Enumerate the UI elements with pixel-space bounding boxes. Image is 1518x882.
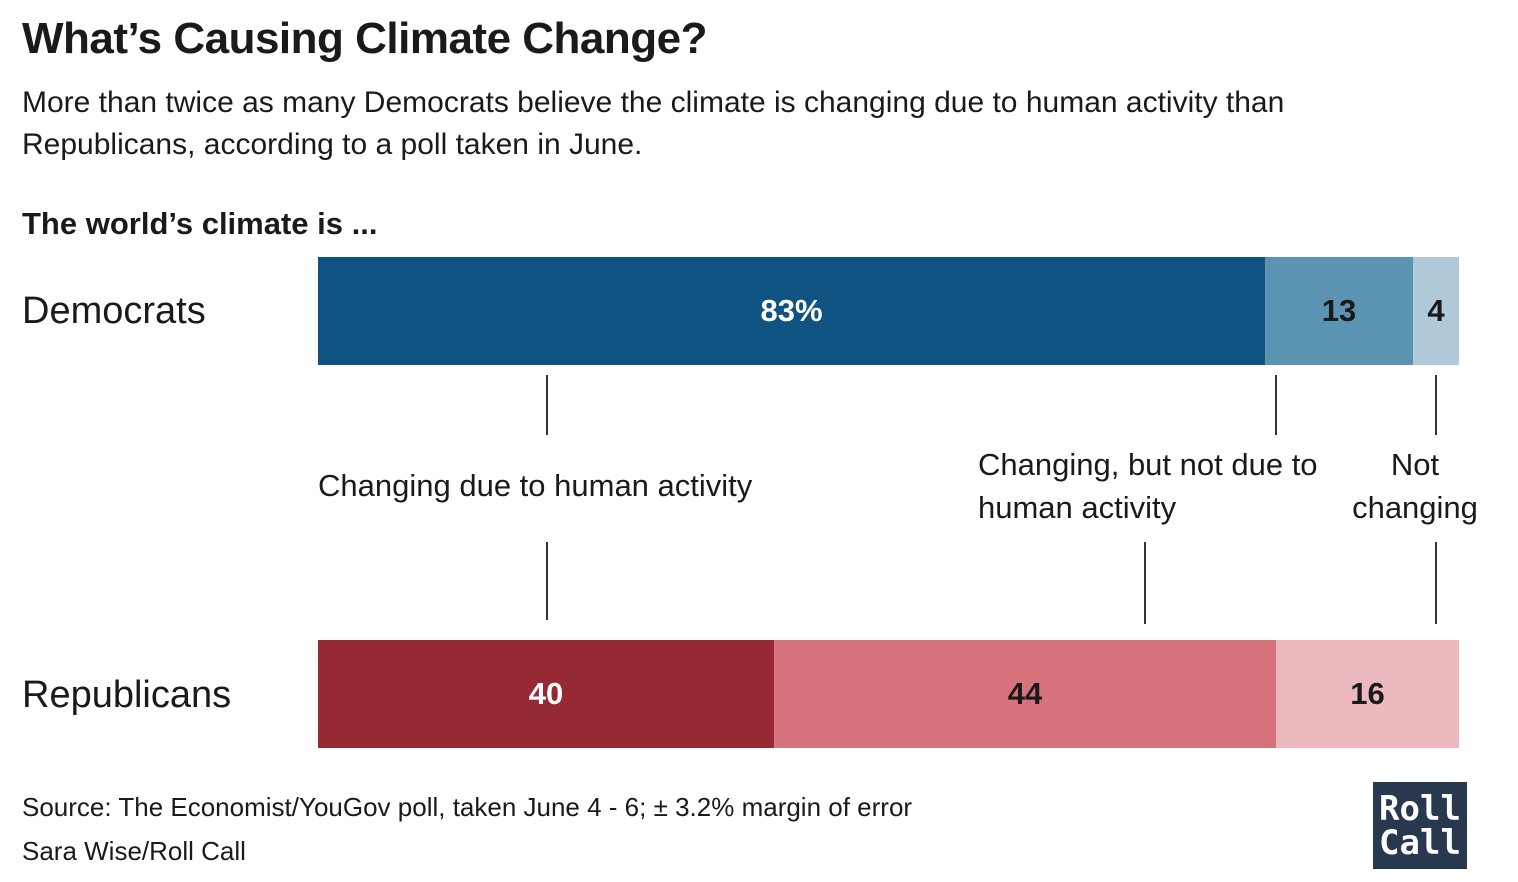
category-label-notdue: Changing, but not due to human activity xyxy=(978,447,1318,525)
chart-title: What’s Causing Climate Change? xyxy=(22,14,708,63)
data-label: 4 xyxy=(1427,293,1445,328)
bar-segment-republicans-2: 16 xyxy=(1276,640,1459,748)
logo-line-2: Call xyxy=(1379,822,1461,863)
tick-human-top xyxy=(546,375,548,435)
category-label-notchanging: Not changing xyxy=(1352,447,1478,525)
tick-notchanging-top xyxy=(1435,375,1437,435)
credit-line: Sara Wise/Roll Call xyxy=(22,836,246,866)
source-note: Source: The Economist/YouGov poll, taken… xyxy=(22,792,913,822)
tick-notdue-top xyxy=(1275,375,1277,435)
chart-subtitle: More than twice as many Democrats believ… xyxy=(22,86,1285,161)
bar-segment-democrats-0: 83% xyxy=(318,257,1265,365)
data-label: 16 xyxy=(1350,676,1385,711)
tick-notdue-bottom xyxy=(1144,542,1146,624)
data-label: 44 xyxy=(1007,676,1043,711)
bar-segment-republicans-1: 44 xyxy=(774,640,1276,748)
bar-segment-republicans-0: 40 xyxy=(318,640,774,748)
bar-democrats: 83% 13 4 xyxy=(318,257,1459,365)
roll-call-logo: Roll Call xyxy=(1373,782,1467,869)
data-label: 83% xyxy=(760,293,823,328)
tick-human-bottom xyxy=(546,542,548,620)
bar-republicans: 40 44 16 xyxy=(318,640,1459,748)
logo-line-1: Roll xyxy=(1379,788,1461,829)
category-label-human: Changing due to human activity xyxy=(318,468,753,503)
data-label: 40 xyxy=(528,676,564,711)
question-label: The world’s climate is ... xyxy=(22,206,378,241)
tick-notchanging-bottom xyxy=(1435,542,1437,624)
row-label-democrats: Democrats xyxy=(22,290,206,332)
data-label: 13 xyxy=(1321,293,1357,328)
bar-segment-democrats-2: 4 xyxy=(1413,257,1459,365)
bar-segment-democrats-1: 13 xyxy=(1265,257,1413,365)
row-label-republicans: Republicans xyxy=(22,674,232,716)
